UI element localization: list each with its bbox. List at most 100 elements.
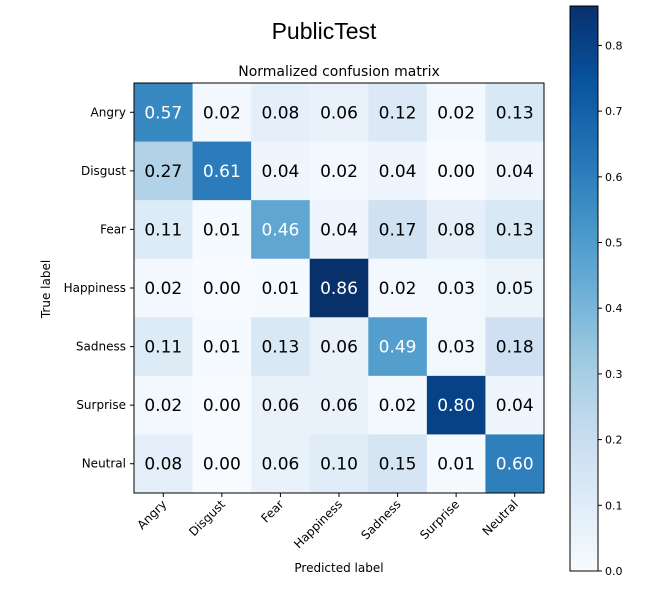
cell-value-label: 0.06 (261, 396, 299, 416)
heatmap-cell (309, 434, 369, 494)
cell-value-label: 0.00 (203, 396, 241, 416)
y-tick-label: Sadness (76, 340, 126, 354)
y-tick-label: Angry (91, 105, 126, 119)
cell-value-label: 0.01 (203, 220, 241, 240)
cell-value-label: 0.11 (144, 338, 182, 358)
cell-value-label: 0.02 (379, 396, 417, 416)
x-tick-label: Angry (134, 497, 169, 532)
cell-value-label: 0.10 (320, 455, 358, 475)
colorbar-ticks: 0.0 0.1 0.2 0.3 0.4 0.5 0.6 0.7 0.8 (598, 39, 623, 578)
heatmap-cell (134, 200, 193, 260)
cell-value-label: 0.04 (496, 162, 534, 182)
heatmap-cell (368, 200, 428, 260)
cell-value-label: 0.06 (320, 338, 358, 358)
heatmap-cell (251, 434, 311, 494)
cell-value-label: 0.03 (437, 279, 475, 299)
heatmap-cell (485, 258, 545, 318)
heatmap-cell (134, 141, 193, 201)
cell-value-label: 0.05 (496, 279, 534, 299)
cell-labels: 0.57 0.02 0.08 0.06 0.12 0.02 0.13 0.27 0.61 0.04… (144, 103, 533, 474)
heatmap-cell (309, 83, 369, 142)
x-tick-label: Neutral (480, 497, 521, 538)
y-tick-label: Fear (100, 222, 126, 236)
heatmap-cell (426, 141, 486, 201)
cell-value-label: 0.06 (320, 103, 358, 123)
cell-value-label: 0.11 (144, 220, 182, 240)
colorbar-tick-label: 0.3 (605, 368, 623, 381)
colorbar-tick-label: 0.2 (605, 434, 623, 447)
colorbar-tick-label: 0.8 (605, 39, 623, 52)
cell-value-label: 0.04 (320, 220, 358, 240)
heatmap-cell (192, 434, 252, 494)
heatmap-cell (368, 83, 428, 142)
y-tick-labels: Angry Disgust Fear Happiness Sadness Surprise… (64, 105, 134, 471)
cell-value-label: 0.02 (320, 162, 358, 182)
heatmap-cell (485, 375, 545, 435)
x-tick-label: Happiness (291, 497, 345, 551)
cell-value-label: 0.08 (437, 220, 475, 240)
heatmap-cell (309, 375, 369, 435)
heatmap-cell (485, 317, 545, 377)
heatmap-cell (309, 200, 369, 260)
heatmap-cell (134, 434, 193, 494)
x-axis-label: Predicted label (294, 561, 383, 575)
page-title: PublicTest (272, 18, 377, 44)
cell-value-label: 0.08 (144, 455, 182, 475)
colorbar-tick-label: 0.7 (605, 105, 623, 118)
cell-value-label: 0.03 (437, 338, 475, 358)
heatmap-cell (134, 258, 193, 318)
cell-value-label: 0.12 (379, 103, 417, 123)
cell-value-label: 0.01 (261, 279, 299, 299)
x-tick-label: Fear (258, 497, 286, 525)
heatmap-cell (485, 83, 545, 142)
cell-value-label: 0.57 (144, 103, 182, 123)
cell-value-label: 0.00 (437, 162, 475, 182)
cell-value-label: 0.04 (379, 162, 417, 182)
cell-value-label: 0.01 (437, 455, 475, 475)
heatmap-cell (368, 434, 428, 494)
heatmap-cell (192, 317, 252, 377)
cell-value-label: 0.49 (379, 338, 417, 358)
heatmap-cell (251, 317, 311, 377)
colorbar-tick-label: 0.1 (605, 499, 623, 512)
colorbar-tick-label: 0.4 (605, 302, 623, 315)
cell-value-label: 0.01 (203, 338, 241, 358)
cell-value-label: 0.13 (496, 220, 534, 240)
heatmap-cell (485, 434, 545, 494)
cell-value-label: 0.27 (144, 162, 182, 182)
heatmap-cell (368, 141, 428, 201)
cell-value-label: 0.13 (496, 103, 534, 123)
heatmap-cell (485, 200, 545, 260)
cell-value-label: 0.00 (203, 279, 241, 299)
heatmap-cell (192, 83, 252, 142)
cell-value-label: 0.02 (437, 103, 475, 123)
heatmap-cell (309, 258, 369, 318)
cell-value-label: 0.46 (261, 220, 299, 240)
heatmap-cell (309, 141, 369, 201)
cell-value-label: 0.08 (261, 103, 299, 123)
heatmap-cell (134, 375, 193, 435)
heatmap-cell (251, 200, 311, 260)
heatmap-cell (368, 317, 428, 377)
colorbar-tick-label: 0.5 (605, 237, 623, 250)
y-tick-label: Surprise (76, 398, 126, 412)
cell-value-label: 0.17 (379, 220, 417, 240)
heatmap-cells (134, 83, 545, 494)
heatmap-cell (426, 434, 486, 494)
cell-value-label: 0.13 (261, 338, 299, 358)
colorbar-tick-label: 0.0 (605, 565, 623, 578)
cell-value-label: 0.06 (320, 396, 358, 416)
cell-value-label: 0.06 (261, 455, 299, 475)
cell-value-label: 0.18 (496, 338, 534, 358)
cell-value-label: 0.80 (437, 396, 475, 416)
heatmap-cell (426, 200, 486, 260)
cell-value-label: 0.02 (379, 279, 417, 299)
colorbar (569, 5, 599, 572)
heatmap-cell (192, 200, 252, 260)
heatmap-cell (368, 375, 428, 435)
heatmap-cell (251, 258, 311, 318)
cell-value-label: 0.04 (496, 396, 534, 416)
y-tick-label: Disgust (81, 164, 126, 178)
x-tick-labels: Angry Disgust Fear Happiness Sadness Surprise… (134, 493, 521, 551)
cell-value-label: 0.00 (203, 455, 241, 475)
